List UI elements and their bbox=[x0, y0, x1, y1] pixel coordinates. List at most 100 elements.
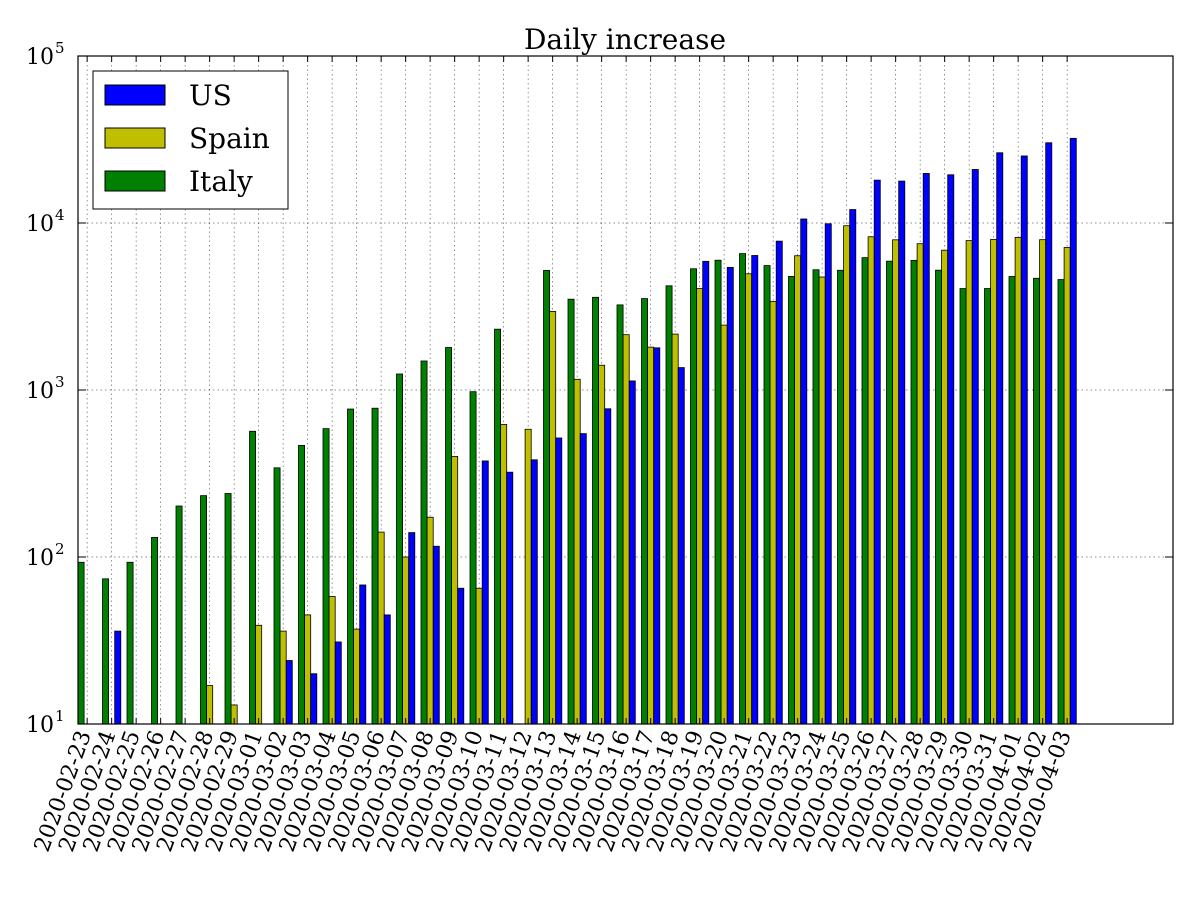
bar-spain bbox=[941, 249, 949, 725]
bar-italy bbox=[175, 505, 183, 725]
bar-spain bbox=[377, 531, 385, 725]
bar-italy bbox=[690, 268, 697, 725]
bar-us bbox=[408, 532, 416, 725]
bar-us bbox=[873, 179, 881, 725]
bar-spain bbox=[598, 364, 606, 725]
bar-us bbox=[432, 545, 440, 725]
bar-spain bbox=[1063, 247, 1071, 725]
bar-us bbox=[1045, 142, 1053, 725]
bar-italy bbox=[1057, 279, 1065, 725]
bar-spain bbox=[279, 630, 287, 725]
bar-italy bbox=[1033, 277, 1040, 725]
bar-spain bbox=[647, 346, 655, 725]
bar-italy bbox=[322, 428, 330, 725]
bar-us bbox=[702, 260, 710, 725]
bar-spain bbox=[353, 628, 361, 725]
y-tick-exponent: 2 bbox=[55, 540, 65, 558]
bar-us bbox=[800, 218, 808, 725]
bar-us bbox=[677, 367, 685, 725]
bar-italy bbox=[837, 269, 844, 725]
bar-spain bbox=[671, 333, 679, 725]
bar-italy bbox=[224, 493, 232, 725]
y-tick-label: 10 bbox=[26, 379, 54, 404]
bar-italy bbox=[102, 578, 109, 725]
bar-us bbox=[726, 266, 734, 725]
bar-us bbox=[653, 347, 661, 725]
bar-italy bbox=[812, 269, 820, 725]
bar-italy bbox=[616, 304, 624, 725]
y-tick-label: 10 bbox=[26, 212, 54, 237]
bar-italy bbox=[273, 467, 281, 725]
chart-title: Daily increase bbox=[524, 23, 726, 56]
legend-label-us: US bbox=[189, 79, 232, 112]
bar-italy bbox=[396, 373, 403, 725]
bar-spain bbox=[524, 428, 532, 725]
bar-spain bbox=[696, 288, 704, 725]
bar-us bbox=[457, 587, 465, 725]
bar-italy bbox=[788, 275, 795, 725]
bar-spain bbox=[328, 596, 336, 725]
bar-italy bbox=[298, 444, 305, 725]
bar-spain bbox=[500, 424, 508, 725]
y-tick-exponent: 5 bbox=[55, 39, 65, 57]
bar-italy bbox=[1008, 276, 1016, 725]
bar-italy bbox=[861, 257, 869, 725]
y-tick-label: 10 bbox=[26, 45, 54, 70]
bar-us bbox=[530, 459, 538, 725]
bar-italy bbox=[126, 561, 134, 725]
bar-spain bbox=[255, 624, 263, 725]
bar-us bbox=[751, 255, 759, 725]
bar-us bbox=[824, 223, 832, 725]
legend-label-italy: Italy bbox=[189, 165, 253, 198]
bar-italy bbox=[592, 296, 599, 725]
bar-us bbox=[579, 433, 587, 725]
bar-spain bbox=[843, 225, 851, 725]
bar-italy bbox=[959, 288, 967, 725]
bar-spain bbox=[916, 243, 924, 725]
bar-spain bbox=[426, 516, 434, 725]
bar-us bbox=[359, 584, 367, 725]
bar-spain bbox=[720, 324, 728, 725]
legend-swatch-spain bbox=[104, 127, 166, 149]
bar-us bbox=[285, 660, 293, 725]
bar-italy bbox=[910, 259, 918, 725]
legend-label-spain: Spain bbox=[189, 122, 270, 155]
bar-spain bbox=[304, 614, 312, 725]
bar-spain bbox=[475, 587, 483, 725]
bar-us bbox=[604, 408, 612, 725]
bar-us bbox=[310, 673, 318, 725]
bar-us bbox=[996, 152, 1004, 725]
bar-us bbox=[1069, 137, 1077, 725]
bar-us bbox=[383, 614, 391, 725]
bar-spain bbox=[402, 556, 410, 725]
bar-spain bbox=[622, 334, 630, 725]
bar-italy bbox=[984, 288, 991, 725]
bar-spain bbox=[794, 255, 802, 725]
bar-italy bbox=[347, 408, 354, 725]
y-tick-exponent: 1 bbox=[55, 707, 65, 725]
bar-us bbox=[849, 209, 857, 725]
legend: US Spain Italy bbox=[92, 70, 289, 210]
bar-spain bbox=[818, 276, 826, 725]
bar-italy bbox=[714, 259, 722, 725]
y-tick-label: 10 bbox=[26, 546, 54, 571]
bar-spain bbox=[745, 273, 753, 725]
y-tick-exponent: 4 bbox=[55, 206, 65, 224]
bar-us bbox=[971, 169, 979, 725]
bar-italy bbox=[151, 537, 158, 725]
bar-italy bbox=[567, 298, 575, 725]
bar-italy bbox=[77, 561, 85, 725]
bar-spain bbox=[892, 239, 900, 725]
bar-us bbox=[898, 180, 906, 725]
bar-us bbox=[1020, 155, 1028, 725]
legend-swatch-us bbox=[104, 84, 166, 106]
bar-italy bbox=[469, 391, 477, 725]
legend-swatch-italy bbox=[104, 170, 166, 192]
bar-spain bbox=[990, 239, 998, 725]
bar-us bbox=[775, 240, 783, 725]
bar-us bbox=[506, 471, 514, 725]
bar-italy bbox=[763, 265, 771, 725]
bar-italy bbox=[200, 495, 207, 725]
